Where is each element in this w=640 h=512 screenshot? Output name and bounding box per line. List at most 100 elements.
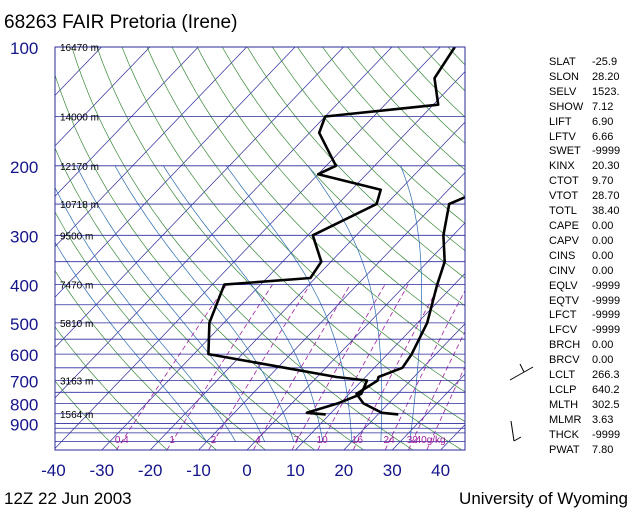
index-row: MLMR 3.63 (549, 413, 629, 428)
mixing-ratio-line (252, 284, 351, 450)
mixing-ratio-label: 24 (384, 435, 396, 446)
isotherm-line (55, 47, 247, 248)
temperature-tick-label: 20 (334, 461, 353, 480)
index-row: CAPE 0.00 (549, 219, 629, 234)
isotherm-line (295, 272, 465, 450)
mixing-ratio-line (384, 289, 465, 450)
mixing-ratio-line (208, 284, 311, 450)
pressure-tick-label: 200 (10, 158, 38, 177)
index-value: 3.63 (592, 413, 614, 426)
index-name: CINS (549, 249, 576, 262)
index-value: -9999 (592, 279, 621, 292)
height-label: 16470 m (60, 43, 99, 54)
isotherm-line (55, 47, 393, 399)
isotherm-line (55, 47, 151, 147)
mixing-ratio-label: 16 (352, 435, 364, 446)
index-row: CINS 0.00 (549, 249, 629, 264)
index-name: SHOW (549, 100, 584, 113)
wind-barb (519, 363, 525, 373)
index-row: LFTV 6.66 (549, 130, 629, 145)
index-name: PWAT (549, 443, 580, 456)
index-name: LCLT (549, 369, 576, 382)
mixing-ratio-label: 2 (211, 435, 217, 446)
index-value: 9.70 (592, 175, 614, 188)
index-value: 20.30 (592, 160, 620, 173)
temperature-tick-label: 0 (242, 461, 251, 480)
temperature-tick-label: -20 (138, 461, 163, 480)
temperature-tick-label: -40 (41, 461, 66, 480)
temperature-tick-label: 40 (431, 461, 450, 480)
pressure-tick-label: 800 (10, 395, 38, 414)
pressure-tick-label: 400 (10, 277, 38, 296)
height-label: 1564 m (60, 410, 93, 421)
index-value: 28.20 (592, 70, 620, 83)
index-name: LCLP (549, 383, 577, 396)
index-name: LIFT (549, 115, 572, 128)
index-value: 28.70 (592, 190, 620, 203)
dry-adiabat-line (55, 380, 119, 450)
dewpoint-profile (207, 47, 456, 416)
pressure-tick-label: 600 (10, 346, 38, 365)
pressure-tick-label: 500 (10, 315, 38, 334)
dry-adiabat-line (171, 47, 465, 364)
dry-adiabat-line (196, 47, 465, 335)
index-row: KINX 20.30 (549, 159, 629, 174)
index-row: CAPV 0.00 (549, 234, 629, 249)
isotherms (0, 47, 465, 450)
index-row: LFCT -9999 (549, 308, 629, 323)
mixing-ratio-line (408, 330, 465, 450)
index-value: 302.5 (592, 398, 620, 411)
index-value: -9999 (592, 428, 621, 441)
index-row: LFCV -9999 (549, 323, 629, 338)
stability-indices-panel: SLAT -25.9 SLON 28.20 SELV 1523. SHOW 7.12 LIFT 6… (549, 55, 629, 457)
index-name: MLTH (549, 398, 579, 411)
index-name: BRCH (549, 339, 581, 352)
pressure-tick-label: 700 (10, 373, 38, 392)
temperature-tick-label: -10 (186, 461, 211, 480)
mixing-ratio-line (291, 284, 386, 450)
index-value: 266.3 (592, 369, 620, 382)
height-label: 10718 m (60, 200, 99, 211)
index-row: SLON 28.20 (549, 70, 629, 85)
mixing-ratio-line (352, 284, 441, 450)
isobars (55, 47, 465, 443)
index-row: SELV 1523. (549, 85, 629, 100)
height-label: 12170 m (60, 162, 99, 173)
index-row: LCLT 266.3 (549, 368, 629, 383)
index-row: EQLV -9999 (549, 279, 629, 294)
temperature-tick-label: 10 (286, 461, 305, 480)
plot-frame (54, 46, 466, 451)
wind-barb (510, 420, 515, 442)
index-name: CINV (549, 264, 576, 277)
plot-area (55, 47, 465, 450)
dry-adiabat-line (146, 47, 465, 393)
mixing-ratio-line (426, 365, 465, 450)
height-label: 3163 m (60, 377, 93, 388)
mixing-ratio-label: 32 (407, 435, 419, 446)
dry-adiabat-line (221, 47, 465, 307)
mixing-ratio-label: 40g/kg (416, 435, 446, 446)
index-name: SWET (549, 145, 581, 158)
dry-adiabat-line (55, 73, 364, 450)
mixing-ratio-lines (115, 284, 465, 450)
index-name: LFTV (549, 130, 576, 143)
mixing-ratio-label: 7 (294, 435, 300, 446)
index-name: VTOT (549, 190, 579, 203)
isotherm-line (0, 47, 5, 450)
index-value: 0.00 (592, 249, 614, 262)
isotherm-line (149, 121, 465, 450)
index-row: BRCH 0.00 (549, 338, 629, 353)
isotherm-line (55, 47, 296, 298)
index-value: 38.40 (592, 205, 620, 218)
index-row: LCLP 640.2 (549, 383, 629, 398)
index-name: MLMR (549, 413, 582, 426)
index-name: THCK (549, 428, 579, 441)
mixing-ratio-line (166, 284, 273, 450)
temperature-tick-label: -30 (90, 461, 115, 480)
isotherm-line (55, 47, 344, 349)
index-value: 0.00 (592, 219, 614, 232)
mixing-ratio-label: 10 (317, 435, 329, 446)
index-row: SLAT -25.9 (549, 55, 629, 70)
